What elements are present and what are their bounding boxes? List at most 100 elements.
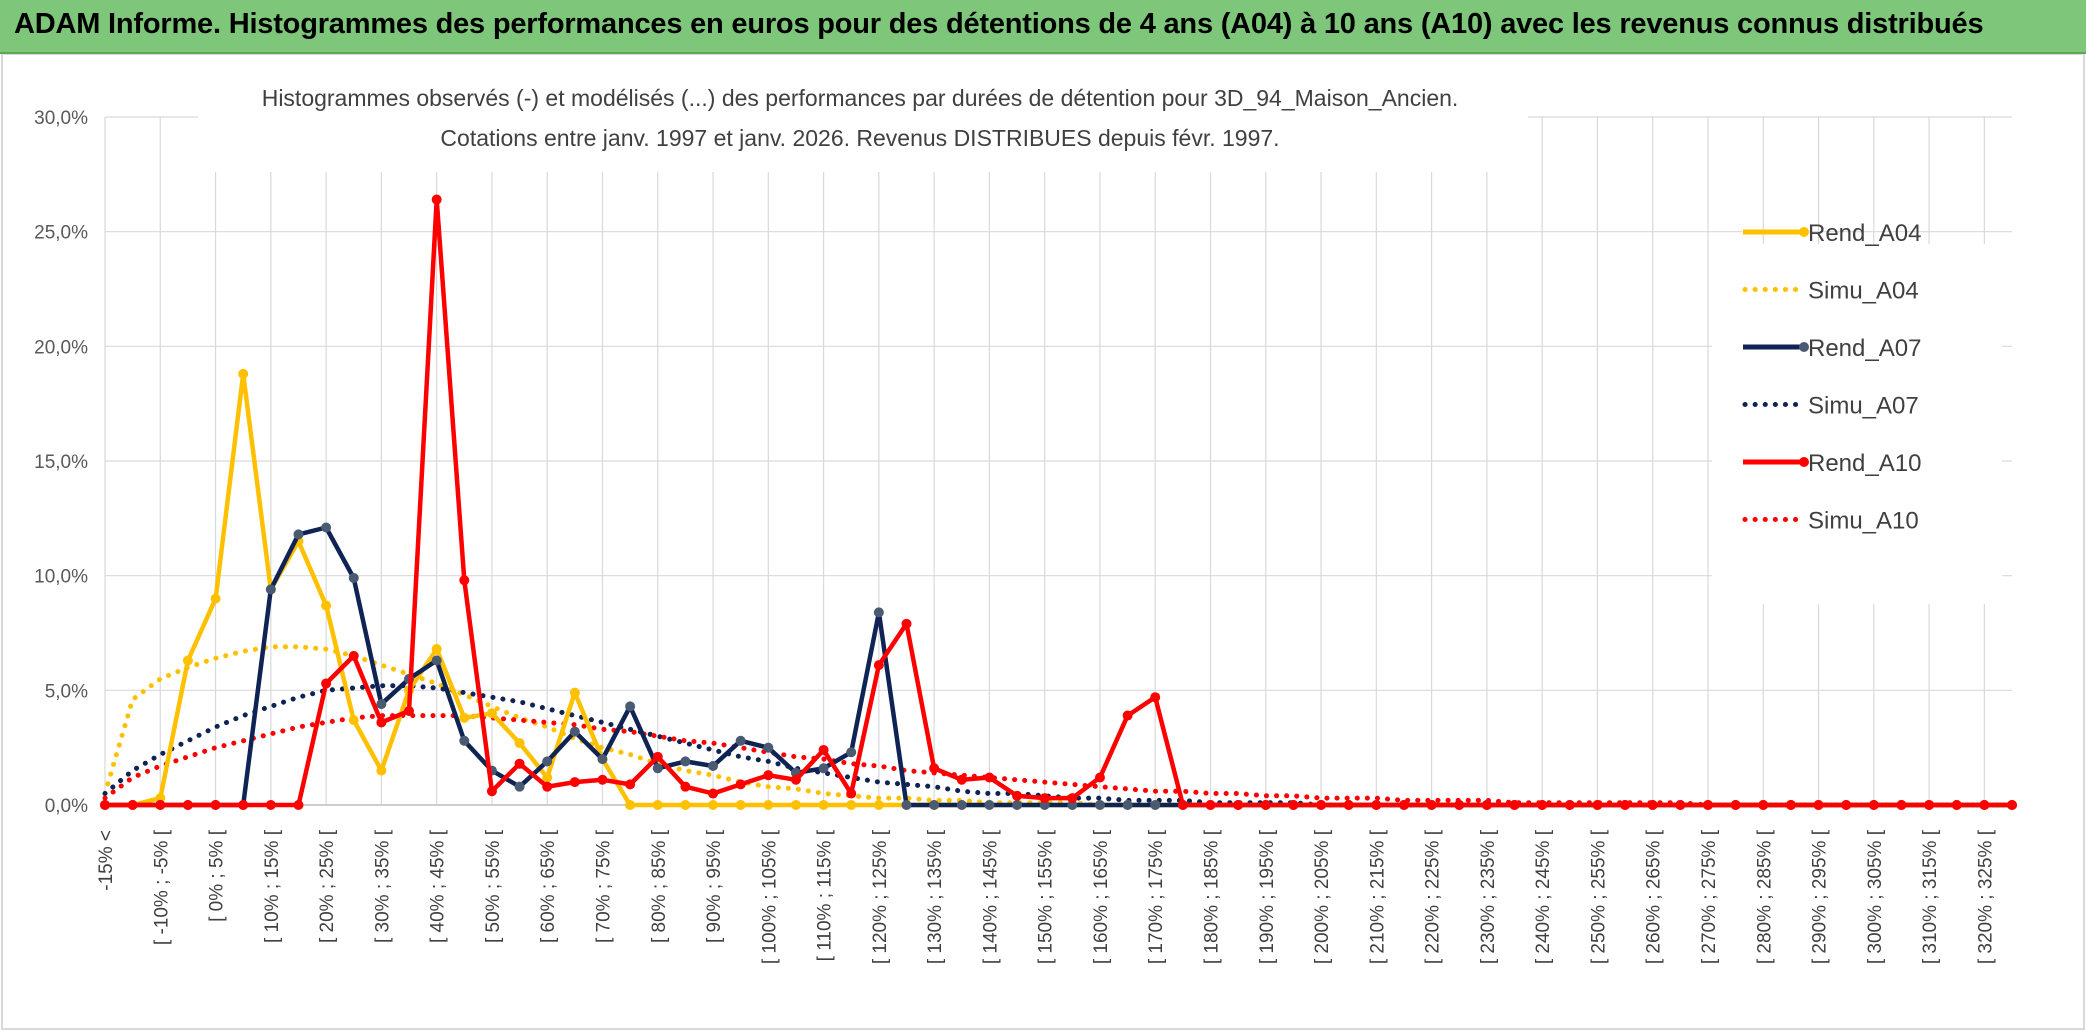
data-point-Rend_A04 [790,800,801,810]
data-point-Rend_A10 [1398,800,1409,810]
x-tick-label: [ 160% ; 165% [ [1091,829,1112,964]
data-point-Rend_A10 [1316,800,1327,810]
y-tick-label: 25,0% [34,223,88,244]
data-point-Rend_A10 [901,618,912,629]
x-tick-label: [ 10% ; 15% [ [262,829,283,943]
data-point-Rend_A07 [1122,800,1133,810]
y-tick-label: 30,0% [34,108,88,129]
x-tick-label: [ 170% ; 175% [ [1146,829,1167,964]
data-point-Rend_A07 [293,529,304,540]
data-point-Rend_A10 [1067,793,1078,804]
x-tick-label: [ 130% ; 135% [ [925,829,946,964]
x-tick-label: [ 310% ; 315% [ [1920,829,1941,964]
data-point-Rend_A10 [873,660,884,671]
data-point-Rend_A10 [1564,800,1575,810]
data-point-Rend_A10 [1343,800,1354,810]
data-point-Rend_A10 [486,786,497,797]
chart-title-line1: Histogrammes observés (-) et modélisés (… [262,85,1459,111]
x-tick-label: [ 220% ; 225% [ [1423,829,1444,964]
data-point-Rend_A07 [652,763,663,774]
x-tick-label: [ 110% ; 115% [ [815,829,836,961]
data-point-Rend_A07 [846,747,857,758]
y-axis: 0,0% 5,0% 10,0% 15,0% 20,0% 25,0% 30,0% [34,108,88,817]
data-point-Rend_A04 [486,708,497,719]
data-point-Rend_A04 [459,712,470,723]
data-point-Rend_A10 [376,717,387,728]
x-tick-label: [ 0% ; 5% [ [207,829,228,922]
data-point-Rend_A04 [763,800,774,810]
histogram-chart: 0,0% 5,0% 10,0% 15,0% 20,0% 25,0% 30,0% -15% <… [1,53,2085,1030]
data-point-Rend_A04 [735,800,746,810]
data-point-Rend_A10 [1813,800,1824,810]
data-point-Rend_A10 [1592,800,1603,810]
x-tick-label: [ 320% ; 325% [ [1975,829,1996,964]
data-point-Rend_A04 [569,687,580,698]
data-point-Rend_A04 [238,368,249,379]
chart-title-background [198,80,1528,172]
data-point-Rend_A10 [1675,800,1686,810]
data-point-Rend_A10 [265,800,276,810]
x-tick-label: [ 250% ; 255% [ [1588,829,1609,964]
data-point-Rend_A04 [680,800,691,810]
legend-label: Rend_A04 [1808,220,1921,247]
x-tick-label: [ 300% ; 305% [ [1865,829,1886,964]
data-point-Rend_A10 [514,758,525,769]
y-tick-label: 15,0% [34,452,88,473]
data-point-Rend_A04 [846,800,857,810]
y-tick-label: 5,0% [45,681,88,702]
data-point-Rend_A07 [569,726,580,737]
data-point-Rend_A07 [376,699,387,710]
data-point-Rend_A04 [873,800,884,810]
data-point-Rend_A10 [1785,800,1796,810]
data-point-Rend_A10 [569,777,580,788]
x-tick-label: [ 270% ; 275% [ [1699,829,1720,964]
x-tick-label: [ 290% ; 295% [ [1810,829,1831,964]
data-point-Rend_A10 [1094,772,1105,783]
data-point-Rend_A10 [1481,800,1492,810]
data-point-Rend_A04 [708,800,719,810]
series-layer [100,194,2017,810]
data-point-Rend_A04 [155,793,166,804]
data-point-Rend_A04 [818,800,829,810]
x-tick-label: [ 240% ; 245% [ [1533,829,1554,964]
x-axis: -15% < [ -10% ; -5% [[ 0% ; 5% [[ 10% ; 1… [96,804,2012,964]
data-point-Rend_A10 [929,763,940,774]
x-tick-label: [ 30% ; 35% [ [372,829,393,943]
data-point-Rend_A10 [1260,800,1271,810]
data-point-Rend_A10 [1537,800,1548,810]
data-point-Rend_A07 [1039,800,1050,810]
series-line-Simu_A10 [102,713,2015,808]
data-point-Rend_A10 [2007,800,2017,810]
x-tick-label: [ 100% ; 105% [ [759,829,780,964]
data-point-Rend_A10 [790,774,801,785]
data-point-Rend_A04 [514,738,525,749]
data-point-Rend_A10 [1454,800,1465,810]
legend-marker [1799,342,1809,352]
data-point-Rend_A10 [763,770,774,781]
legend-marker [1799,457,1809,467]
data-point-Rend_A10 [1924,800,1935,810]
chart-title-line2: Cotations entre janv. 1997 et janv. 2026… [440,125,1279,151]
legend-item-Rend_A07: Rend_A07 [1743,335,1921,362]
data-point-Rend_A10 [1205,800,1216,810]
legend-item-Simu_A10: Simu_A10 [1742,508,1919,535]
data-point-Rend_A07 [763,742,774,753]
data-point-Rend_A07 [1094,800,1105,810]
y-tick-label: 10,0% [34,567,88,588]
x-tick-label: [ 120% ; 125% [ [870,829,891,964]
data-point-Rend_A07 [542,756,553,767]
data-point-Rend_A10 [1702,800,1713,810]
data-point-Rend_A10 [1177,800,1188,810]
x-tick-label: [ 210% ; 215% [ [1367,829,1388,964]
data-point-Rend_A10 [984,772,995,783]
data-point-Rend_A10 [1012,790,1023,801]
data-point-Rend_A10 [1841,800,1852,810]
data-point-Rend_A10 [735,779,746,790]
data-point-Rend_A10 [182,800,193,810]
series-line-Rend_A10 [105,197,2012,808]
x-tick-label: [ 60% ; 65% [ [538,829,559,943]
data-point-Rend_A10 [542,781,553,792]
data-point-Rend_A10 [1233,800,1244,810]
data-point-Rend_A07 [929,800,940,810]
data-point-Rend_A07 [708,761,719,772]
